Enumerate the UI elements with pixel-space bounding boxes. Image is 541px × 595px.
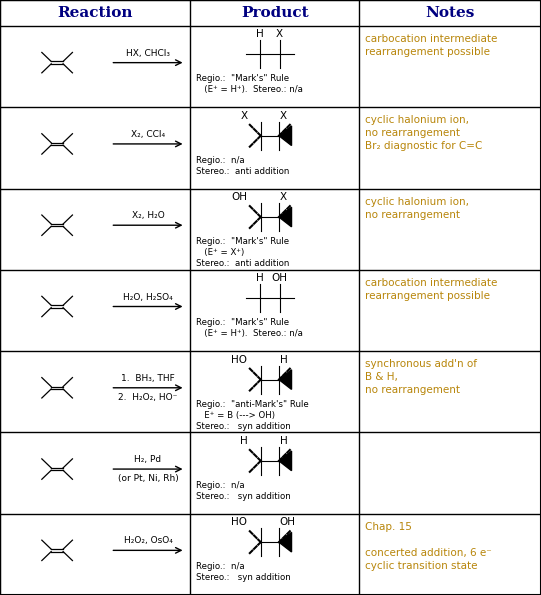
Text: Regio.:  "anti-Mark's" Rule: Regio.: "anti-Mark's" Rule xyxy=(196,400,309,409)
Text: Stereo.:  anti addition: Stereo.: anti addition xyxy=(196,167,290,176)
Text: Regio.:  "Mark's" Rule: Regio.: "Mark's" Rule xyxy=(196,237,289,246)
Text: carbocation intermediate: carbocation intermediate xyxy=(365,278,498,288)
Text: HX, CHCl₃: HX, CHCl₃ xyxy=(126,49,170,58)
Text: (E⁺ = H⁺).  Stereo.: n/a: (E⁺ = H⁺). Stereo.: n/a xyxy=(196,329,304,339)
Text: H: H xyxy=(240,436,247,446)
Text: X: X xyxy=(280,192,287,202)
Text: X: X xyxy=(280,111,287,121)
Text: HO: HO xyxy=(232,355,247,365)
Text: B & H,: B & H, xyxy=(365,372,398,382)
Text: carbocation intermediate: carbocation intermediate xyxy=(365,34,498,44)
Text: cyclic halonium ion,: cyclic halonium ion, xyxy=(365,196,469,206)
Text: Regio.:  "Mark's" Rule: Regio.: "Mark's" Rule xyxy=(196,74,289,83)
Text: Stereo.:  anti addition: Stereo.: anti addition xyxy=(196,259,290,268)
Text: cyclic halonium ion,: cyclic halonium ion, xyxy=(365,115,469,126)
Text: H₂O₂, OsO₄: H₂O₂, OsO₄ xyxy=(123,536,173,546)
Text: H: H xyxy=(280,436,287,446)
Text: Reaction: Reaction xyxy=(57,6,133,20)
Text: X₂, H₂O: X₂, H₂O xyxy=(131,211,164,220)
Text: 1.  BH₃, THF: 1. BH₃, THF xyxy=(121,374,175,383)
Text: rearrangement possible: rearrangement possible xyxy=(365,291,490,301)
Text: no rearrangement: no rearrangement xyxy=(365,209,460,220)
Text: Stereo.:   syn addition: Stereo.: syn addition xyxy=(196,492,291,501)
Text: concerted addition, 6 e⁻: concerted addition, 6 e⁻ xyxy=(365,548,492,558)
Text: X: X xyxy=(240,111,247,121)
Text: H₂O, H₂SO₄: H₂O, H₂SO₄ xyxy=(123,293,173,302)
Text: Regio.:  n/a: Regio.: n/a xyxy=(196,481,245,490)
Text: Stereo.:   syn addition: Stereo.: syn addition xyxy=(196,422,291,431)
Text: OH: OH xyxy=(232,192,247,202)
Text: H: H xyxy=(256,273,264,283)
Polygon shape xyxy=(279,126,292,146)
Text: no rearrangement: no rearrangement xyxy=(365,385,460,395)
Text: (E⁺ = H⁺).  Stereo.: n/a: (E⁺ = H⁺). Stereo.: n/a xyxy=(196,86,304,95)
Text: 2.  H₂O₂, HO⁻: 2. H₂O₂, HO⁻ xyxy=(118,393,177,402)
Text: Regio.:  n/a: Regio.: n/a xyxy=(196,562,245,571)
Text: Regio.:  n/a: Regio.: n/a xyxy=(196,156,245,165)
Text: (or Pt, Ni, Rh): (or Pt, Ni, Rh) xyxy=(117,474,179,483)
Text: (E⁺ = X⁺): (E⁺ = X⁺) xyxy=(196,248,245,257)
Text: rearrangement possible: rearrangement possible xyxy=(365,47,490,57)
Text: no rearrangement: no rearrangement xyxy=(365,129,460,138)
Text: OH: OH xyxy=(280,518,295,527)
Text: H: H xyxy=(280,355,287,365)
Polygon shape xyxy=(279,207,292,227)
Text: cyclic transition state: cyclic transition state xyxy=(365,560,478,571)
Polygon shape xyxy=(279,533,292,552)
Polygon shape xyxy=(279,370,292,389)
Text: X: X xyxy=(276,29,283,39)
Text: X₂, CCl₄: X₂, CCl₄ xyxy=(131,130,165,139)
Text: Chap. 15: Chap. 15 xyxy=(365,522,412,532)
Text: OH: OH xyxy=(272,273,288,283)
Text: Product: Product xyxy=(241,6,308,20)
Text: H₂, Pd: H₂, Pd xyxy=(134,455,162,464)
Text: Stereo.:   syn addition: Stereo.: syn addition xyxy=(196,573,291,582)
Polygon shape xyxy=(279,451,292,471)
Text: Regio.:  "Mark's" Rule: Regio.: "Mark's" Rule xyxy=(196,318,289,327)
Text: synchronous add'n of: synchronous add'n of xyxy=(365,359,477,369)
Text: H: H xyxy=(256,29,264,39)
Text: Notes: Notes xyxy=(425,6,475,20)
Text: E⁺ = B (---> OH): E⁺ = B (---> OH) xyxy=(196,411,275,419)
Text: Br₂ diagnostic for C=C: Br₂ diagnostic for C=C xyxy=(365,141,483,151)
Text: HO: HO xyxy=(232,518,247,527)
